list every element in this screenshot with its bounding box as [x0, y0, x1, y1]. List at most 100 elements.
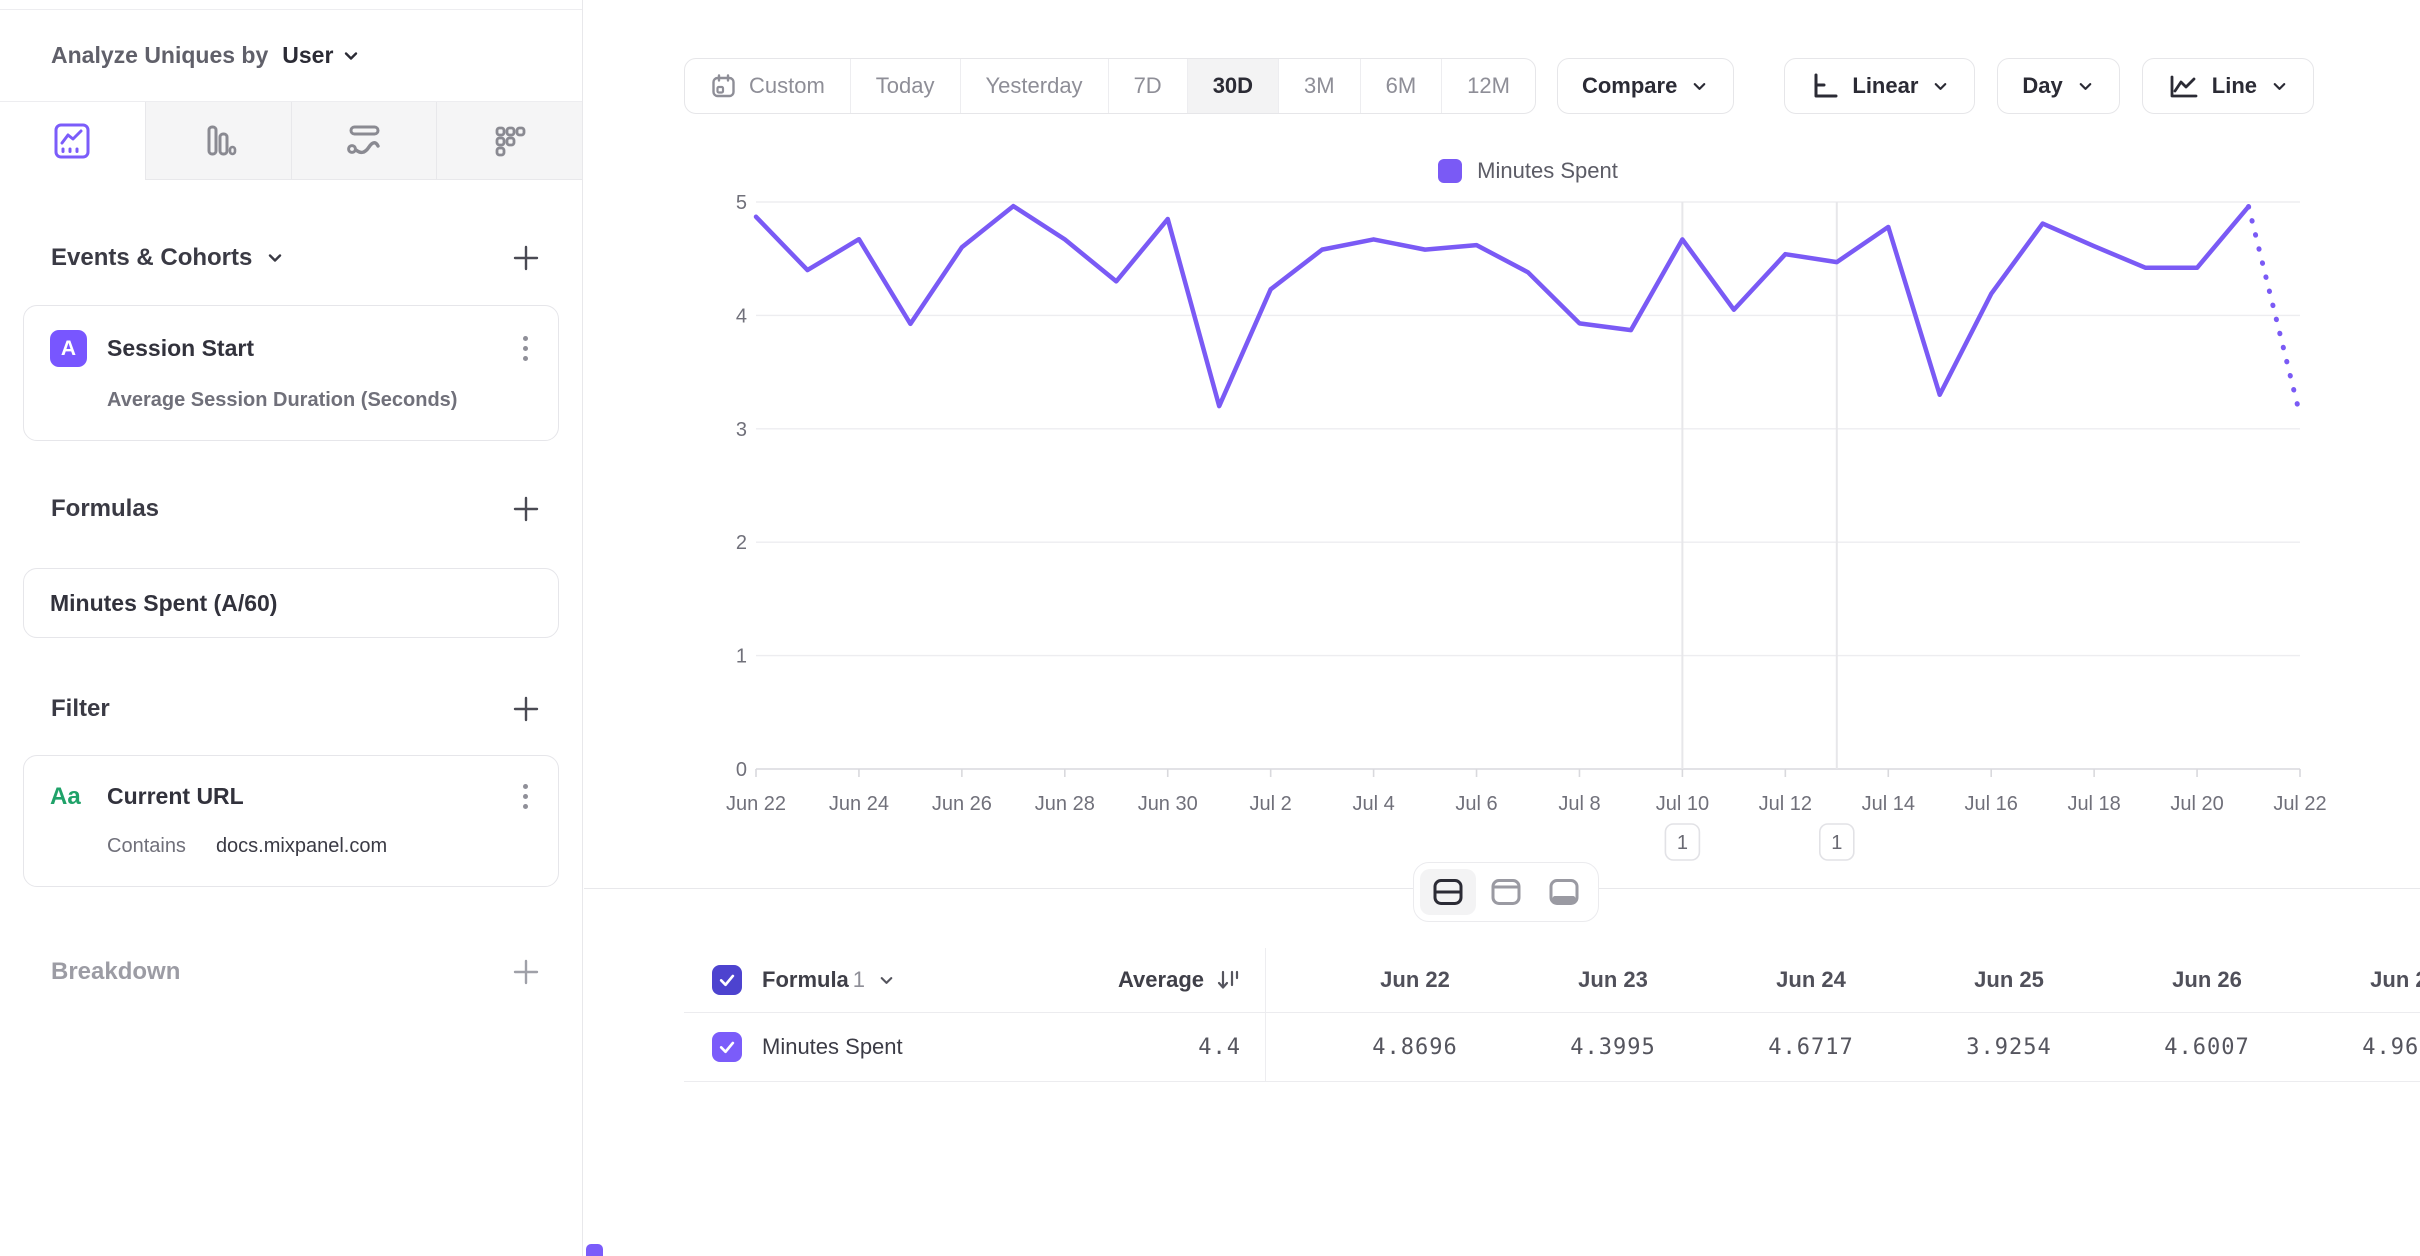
- event-card-session-start[interactable]: A Session Start Average Session Duration…: [23, 305, 559, 441]
- date-range-custom[interactable]: Custom: [685, 59, 850, 113]
- series-average-value: 4.4: [1198, 1034, 1241, 1060]
- formula-card-minutes-spent[interactable]: Minutes Spent (A/60): [23, 568, 559, 638]
- formula-select-all-checkbox[interactable]: [712, 965, 742, 995]
- table-cell-value: 4.6717: [1768, 1034, 1854, 1060]
- filter-kebab-menu[interactable]: [519, 780, 532, 813]
- date-range-7d[interactable]: 7D: [1107, 59, 1187, 113]
- events-cohorts-toggle[interactable]: Events & Cohorts: [51, 244, 286, 272]
- filter-operator[interactable]: Contains: [107, 835, 186, 857]
- bottom-left-accent: [586, 1244, 603, 1256]
- add-filter-button[interactable]: [510, 693, 542, 725]
- date-range-yesterday[interactable]: Yesterday: [959, 59, 1108, 113]
- date-range-label: Custom: [749, 73, 825, 98]
- table-column-header[interactable]: Jun 27: [2370, 967, 2420, 992]
- date-range-12m[interactable]: 12M: [1441, 59, 1535, 113]
- formulas-title: Formulas: [51, 495, 160, 522]
- add-breakdown-button[interactable]: [510, 956, 542, 988]
- events-cohorts-section-header: Events & Cohorts: [0, 242, 582, 274]
- table-header-row: Formula 1 Average Jun 22 Jun 23 Jun 24 Jun …: [684, 948, 2420, 1012]
- annotation-badge-label: 1: [1831, 832, 1842, 854]
- table-column-header[interactable]: Jun 24: [1776, 967, 1846, 992]
- formula-title: Minutes Spent (A/60): [50, 589, 278, 616]
- report-main-panel: Custom Today Yesterday 7D 30D 3M 6M 12M Compare…: [584, 0, 2420, 1256]
- analyze-uniques-value: User: [282, 42, 334, 68]
- date-range-today[interactable]: Today: [849, 59, 960, 113]
- add-event-button[interactable]: [510, 242, 542, 274]
- bar-chart-icon: [197, 120, 239, 162]
- y-tick-label: 2: [736, 532, 747, 554]
- split-horizontal-icon: [1433, 879, 1463, 905]
- legend-series-label: Minutes Spent: [1477, 158, 1618, 183]
- chart-legend-item[interactable]: Minutes Spent: [756, 158, 2300, 184]
- layout-split-horizontal-button[interactable]: [1420, 869, 1476, 915]
- x-tick-label: Jun 24: [829, 793, 889, 815]
- layout-panel-top-button[interactable]: [1478, 869, 1534, 915]
- x-tick-label: Jul 8: [1558, 793, 1600, 815]
- formulas-section-header: Formulas: [0, 493, 582, 525]
- scale-button[interactable]: Linear: [1784, 58, 1976, 114]
- granularity-button[interactable]: Day: [1997, 58, 2120, 114]
- breakdown-section-header: Breakdown: [0, 956, 582, 988]
- table-column-header[interactable]: Jun 26: [2172, 967, 2242, 992]
- average-sort-control[interactable]: Average: [1118, 967, 1241, 994]
- date-range-label: 12M: [1467, 73, 1510, 98]
- compare-button[interactable]: Compare: [1556, 58, 1735, 114]
- add-formula-button[interactable]: [510, 493, 542, 525]
- check-icon: [719, 1041, 735, 1054]
- event-kebab-menu[interactable]: [519, 332, 532, 365]
- date-range-label: Today: [875, 73, 935, 98]
- x-tick-label: Jul 16: [1965, 793, 2018, 815]
- linear-scale-icon: [1814, 73, 1838, 98]
- x-tick-label: Jul 4: [1352, 793, 1394, 815]
- table-column-header[interactable]: Jun 23: [1578, 967, 1648, 992]
- calendar-icon: [712, 73, 735, 97]
- tab-line-chart[interactable]: [0, 102, 145, 180]
- tab-flow-chart[interactable]: [290, 102, 437, 180]
- date-range-6m[interactable]: 6M: [1359, 59, 1442, 113]
- layout-toggle-group: [1413, 862, 1599, 922]
- chevron-down-icon: [1693, 82, 1706, 90]
- date-range-label: 7D: [1133, 73, 1162, 98]
- sidebar-top-divider: [0, 9, 582, 10]
- table-cell-value: 4.3995: [1570, 1034, 1656, 1060]
- formula-header-label: Formula: [762, 967, 849, 992]
- chevron-down-icon: [269, 254, 282, 262]
- x-tick-label: Jun 22: [726, 793, 786, 815]
- flow-chart-icon: [342, 120, 386, 162]
- x-tick-label: Jul 12: [1759, 793, 1812, 815]
- date-range-30d[interactable]: 30D: [1186, 59, 1279, 113]
- x-tick-label: Jun 26: [932, 793, 992, 815]
- date-range-control: Custom Today Yesterday 7D 30D 3M 6M 12M: [684, 58, 1536, 114]
- chart-style-button[interactable]: Line: [2141, 58, 2314, 114]
- y-tick-label: 0: [736, 759, 747, 781]
- y-tick-label: 4: [736, 305, 747, 327]
- x-tick-label: Jul 6: [1455, 793, 1497, 815]
- sort-icon: [1217, 970, 1239, 989]
- x-tick-label: Jul 22: [2273, 793, 2326, 815]
- series-visibility-checkbox[interactable]: [712, 1032, 742, 1062]
- series-line-dotted-tail: [2246, 204, 2303, 418]
- formula-header-dropdown[interactable]: Formula 1: [762, 967, 896, 993]
- tab-bar-chart[interactable]: [144, 102, 291, 180]
- filter-value[interactable]: docs.mixpanel.com: [215, 835, 388, 857]
- y-tick-label: 1: [736, 646, 747, 668]
- x-tick-label: Jun 28: [1035, 793, 1095, 815]
- report-toolbar: Custom Today Yesterday 7D 30D 3M 6M 12M Compare…: [684, 58, 2314, 114]
- filter-title: Filter: [51, 695, 110, 722]
- chevron-down-icon: [2273, 82, 2286, 90]
- filter-property-title: Current URL: [107, 783, 244, 809]
- table-column-header[interactable]: Jun 22: [1380, 967, 1450, 992]
- filter-card-current-url[interactable]: Aa Current URL Contains docs.mixpanel.co…: [23, 755, 559, 887]
- tab-retention-grid[interactable]: [436, 102, 582, 180]
- annotation-badge[interactable]: [1664, 823, 1701, 861]
- line-chart-icon: [51, 120, 93, 162]
- table-column-header[interactable]: Jun 25: [1974, 967, 2044, 992]
- chevron-down-icon: [880, 976, 893, 984]
- annotation-badge-label: 1: [1677, 832, 1688, 854]
- event-aggregation[interactable]: Average Session Duration (Seconds): [107, 389, 458, 411]
- analyze-uniques-dropdown[interactable]: User: [282, 42, 361, 69]
- annotation-badge[interactable]: [1819, 823, 1855, 861]
- query-builder-sidebar: Analyze Uniques by User: [0, 0, 583, 1256]
- date-range-3m[interactable]: 3M: [1278, 59, 1360, 113]
- layout-panel-bottom-button[interactable]: [1536, 869, 1592, 915]
